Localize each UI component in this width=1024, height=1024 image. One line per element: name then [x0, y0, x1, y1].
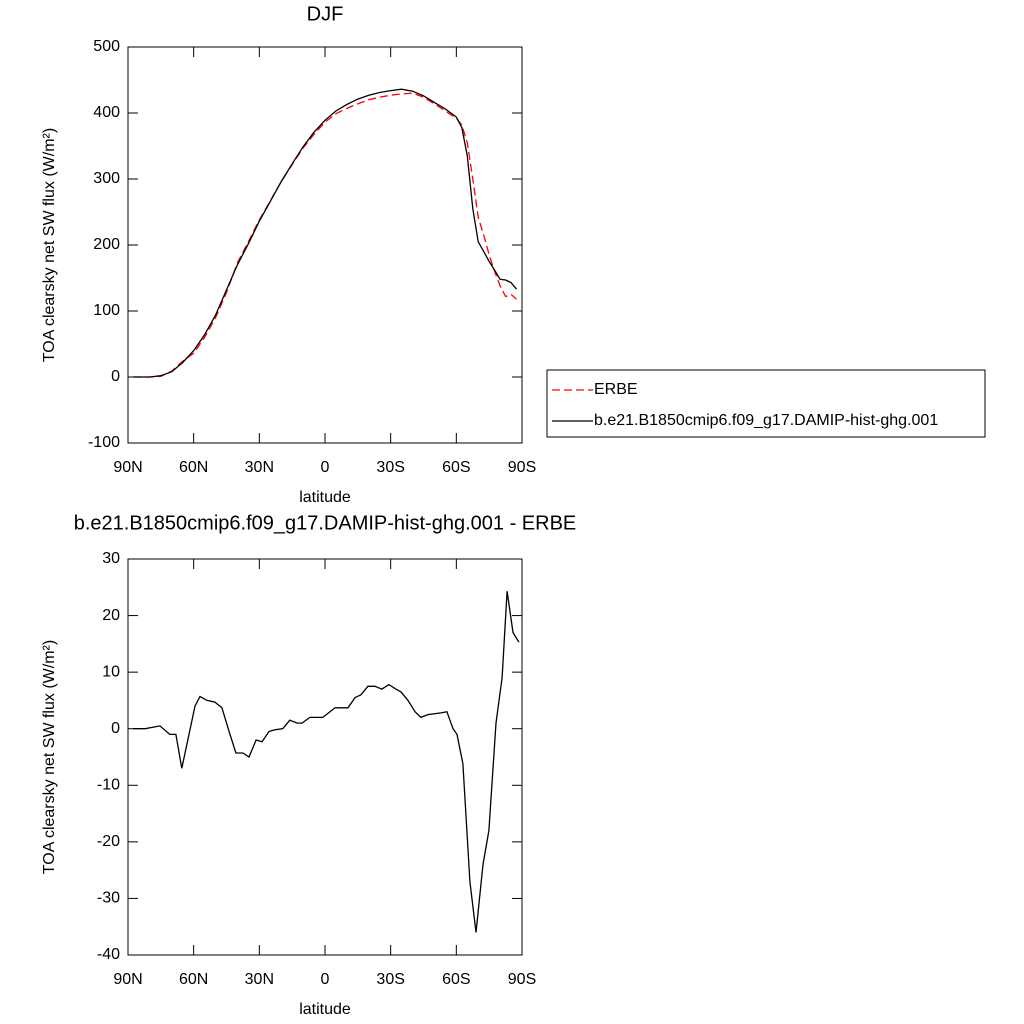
y-tick-label: 10: [102, 663, 120, 680]
x-axis-label: latitude: [299, 489, 351, 506]
x-tick-label: 90N: [113, 459, 142, 476]
y-tick-label: -100: [88, 434, 120, 451]
y-tick-label: -30: [97, 890, 120, 907]
x-tick-label: 30N: [245, 971, 274, 988]
x-axis-label: latitude: [299, 1001, 351, 1018]
y-tick-label: 20: [102, 607, 120, 624]
y-axis-label: TOA clearsky net SW flux (W/m²): [41, 640, 58, 874]
x-tick-label: 0: [321, 459, 330, 476]
x-tick-label: 30S: [376, 971, 404, 988]
plot-frame: [127, 558, 523, 956]
chart-title: b.e21.B1850cmip6.f09_g17.DAMIP-hist-ghg.…: [74, 512, 577, 534]
y-tick-label: 300: [93, 170, 120, 187]
x-tick-label: 90N: [113, 971, 142, 988]
data-line: [133, 591, 520, 933]
y-tick-label: -20: [97, 833, 120, 850]
x-tick-label: 0: [321, 971, 330, 988]
legend-label: b.e21.B1850cmip6.f09_g17.DAMIP-hist-ghg.…: [594, 412, 938, 429]
y-tick-label: 500: [93, 38, 120, 55]
y-tick-label: -40: [97, 946, 120, 963]
x-tick-label: 60N: [179, 459, 208, 476]
y-tick-label: 400: [93, 104, 120, 121]
x-tick-label: 90S: [508, 971, 536, 988]
data-line: [133, 88, 518, 378]
x-tick-label: 30S: [376, 459, 404, 476]
y-tick-label: 200: [93, 236, 120, 253]
x-tick-label: 60S: [442, 459, 470, 476]
chart-title: DJF: [307, 3, 344, 25]
y-tick-label: 0: [111, 720, 120, 737]
legend-box: [546, 369, 986, 438]
plot-frame: [127, 46, 523, 444]
y-axis-label: TOA clearsky net SW flux (W/m²): [41, 128, 58, 362]
x-tick-label: 30N: [245, 459, 274, 476]
data-line: [133, 92, 517, 378]
x-tick-label: 60N: [179, 971, 208, 988]
y-tick-label: -10: [97, 777, 120, 794]
y-tick-label: 100: [93, 302, 120, 319]
y-tick-label: 0: [111, 368, 120, 385]
x-tick-label: 60S: [442, 971, 470, 988]
x-tick-label: 90S: [508, 459, 536, 476]
y-tick-label: 30: [102, 550, 120, 567]
legend-label: ERBE: [594, 381, 638, 398]
